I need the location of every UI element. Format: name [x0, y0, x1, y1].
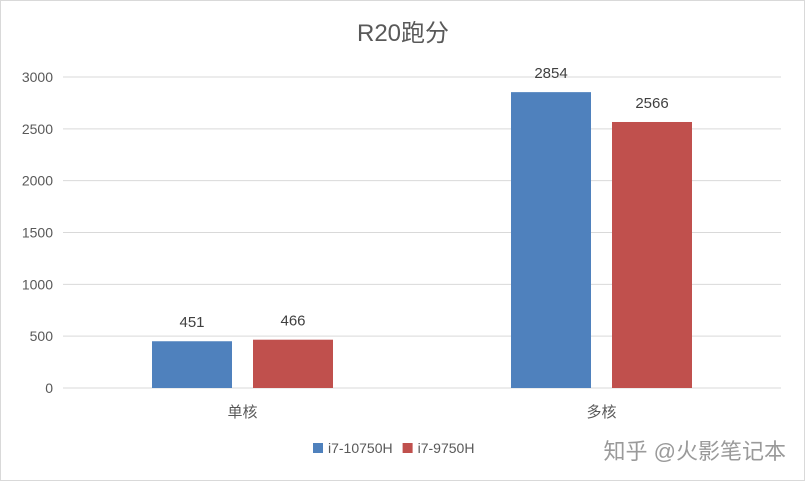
y-tick-label: 2500 [22, 121, 53, 137]
y-tick-label: 1000 [22, 276, 53, 292]
y-tick-label: 3000 [22, 69, 53, 85]
y-tick-label: 1500 [22, 225, 53, 241]
legend-swatch [402, 443, 413, 453]
legend: i7-10750H i7-9750H [313, 440, 474, 456]
data-labels: 451 466 2854 2566 [179, 65, 668, 331]
x-axis-categories: 单核 多核 [227, 404, 616, 421]
data-label: 2566 [635, 95, 668, 112]
bar-i7-9750H-1 [612, 121, 692, 388]
y-axis-ticks: 0 500 1000 1500 2000 2500 3000 [22, 69, 53, 396]
data-label: 2854 [534, 65, 567, 82]
x-category-label: 单核 [227, 404, 257, 421]
bar-i7-10750H-0 [152, 341, 232, 388]
data-label: 466 [280, 313, 305, 330]
y-tick-label: 2000 [22, 173, 53, 189]
legend-label: i7-9750H [418, 440, 475, 456]
bars [152, 92, 692, 389]
y-tick-label: 500 [30, 328, 54, 344]
bar-i7-9750H-0 [253, 339, 333, 388]
x-category-label: 多核 [586, 404, 616, 421]
y-tick-label: 0 [45, 380, 53, 396]
chart-title: R20跑分 [357, 20, 449, 47]
legend-swatch [313, 443, 323, 453]
bar-i7-10750H-1 [511, 92, 591, 389]
legend-label: i7-10750H [328, 440, 393, 456]
data-label: 451 [179, 314, 204, 331]
watermark: 知乎 @火影笔记本 [604, 439, 786, 464]
gridlines [63, 76, 781, 389]
